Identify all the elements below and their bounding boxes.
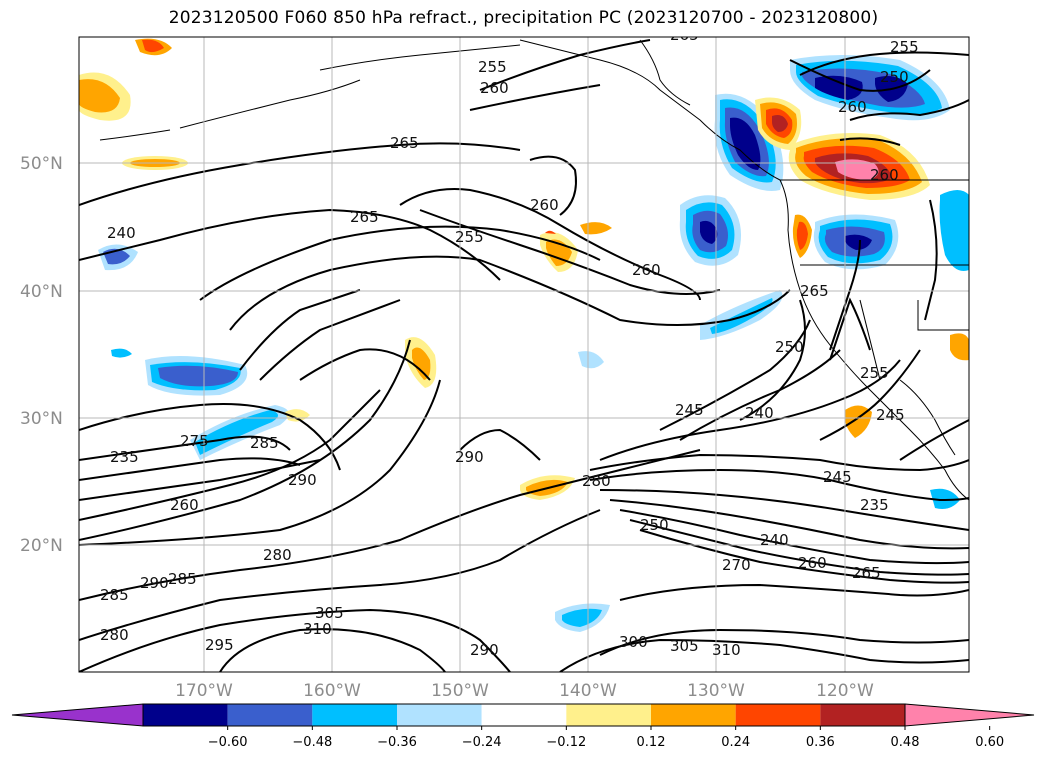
contour-label: 260	[798, 554, 827, 572]
colorbar-tick-label: 0.36	[806, 735, 835, 750]
contour-label: 235	[110, 448, 139, 466]
contour-label: 255	[455, 228, 484, 246]
contour-label: 245	[823, 468, 852, 486]
map-frame	[78, 36, 970, 673]
colorbar-tick-label: −0.12	[546, 735, 586, 750]
contour-label: 265	[852, 564, 881, 582]
contour-label: 310	[303, 620, 332, 638]
colorbar-tick-label: −0.48	[292, 735, 332, 750]
contour-label: 245	[876, 406, 905, 424]
contour-label: 260	[170, 496, 199, 514]
contour-label: 260	[838, 98, 867, 116]
colorbar-extend-low	[11, 703, 144, 727]
precip-anomaly-shading	[79, 38, 969, 632]
map-title: 2023120500 F060 850 hPa refract., precip…	[168, 8, 879, 28]
contour-label: 250	[775, 338, 804, 356]
contour-label: 260	[870, 166, 899, 184]
contour-label: 265	[800, 282, 829, 300]
contour-label: 245	[675, 401, 704, 419]
colorbar-swatch	[143, 704, 228, 726]
contour-label: 285	[168, 570, 197, 588]
contour-label: 305	[670, 637, 699, 655]
contour-label: 285	[100, 586, 129, 604]
contour-labels: 255 260 265 260 265 255 260 260 265 250 …	[100, 26, 919, 659]
colorbar-swatch	[651, 704, 736, 726]
colorbar-tick-label: −0.24	[462, 735, 502, 750]
contour-label: 250	[880, 68, 909, 86]
contour-label: 240	[107, 224, 136, 242]
colorbar-tick-label: −0.36	[377, 735, 417, 750]
colorbar-tick-label: −0.60	[208, 735, 248, 750]
contour-label: 260	[530, 196, 559, 214]
contour-label: 255	[860, 364, 889, 382]
colorbar-tick-label: 0.48	[891, 735, 920, 750]
contour-label: 260	[480, 79, 509, 97]
lat-label: 40°N	[20, 282, 63, 302]
contour-label: 290	[288, 471, 317, 489]
graticule	[79, 37, 969, 672]
contour-label: 265	[670, 26, 699, 44]
longitude-labels: 170°W 160°W 150°W 140°W 130°W 120°W	[175, 681, 874, 701]
contour-label: 250	[640, 516, 669, 534]
latitude-labels: 50°N 40°N 30°N 20°N	[20, 154, 63, 556]
lon-label: 120°W	[816, 681, 874, 701]
lon-label: 150°W	[431, 681, 489, 701]
lon-label: 130°W	[687, 681, 745, 701]
colorbar-swatch	[481, 704, 567, 726]
colorbar-swatch	[735, 704, 821, 726]
lon-label: 140°W	[559, 681, 617, 701]
contour-label: 310	[712, 641, 741, 659]
lon-label: 160°W	[303, 681, 361, 701]
colorbar-swatch	[566, 704, 651, 726]
contour-label: 290	[455, 448, 484, 466]
contour-label: 280	[263, 546, 292, 564]
contour-label: 280	[100, 626, 129, 644]
contour-label: 240	[745, 404, 774, 422]
lon-label: 170°W	[175, 681, 233, 701]
contour-label: 295	[205, 636, 234, 654]
contour-label: 235	[860, 496, 889, 514]
contour-label: 265	[350, 208, 379, 226]
contour-label: 265	[390, 134, 419, 152]
contour-label: 255	[890, 38, 919, 56]
contour-label: 280	[582, 472, 611, 490]
contour-label: 305	[315, 604, 344, 622]
lat-label: 50°N	[20, 154, 63, 174]
colorbar-tick-label: 0.24	[721, 735, 750, 750]
lat-label: 20°N	[20, 536, 63, 556]
colorbar-frame	[142, 703, 906, 727]
colorbar-swatch	[397, 704, 482, 726]
contour-label: 275	[180, 432, 209, 450]
colorbar-swatch	[820, 704, 905, 726]
lat-label: 30°N	[20, 409, 63, 429]
colorbar-tick-label: 0.60	[975, 735, 1004, 750]
refractivity-contours	[79, 39, 969, 672]
contour-label: 240	[760, 531, 789, 549]
contour-label: 270	[722, 556, 751, 574]
contour-label: 260	[632, 261, 661, 279]
contour-label: 290	[470, 641, 499, 659]
contour-label: 285	[250, 434, 279, 452]
contour-label: 255	[478, 58, 507, 76]
colorbar-tick-label: 0.12	[637, 735, 666, 750]
contour-label: 290	[140, 574, 169, 592]
colorbar-swatch	[312, 704, 397, 726]
colorbar-swatch	[227, 704, 313, 726]
coastlines	[99, 39, 969, 501]
contour-label: 300	[619, 633, 648, 651]
colorbar-extend-high	[904, 703, 1035, 727]
colorbar: −0.60 −0.48 −0.36 −0.24 −0.12 0.12 0.24 0.36 0.4…	[11, 703, 1035, 750]
